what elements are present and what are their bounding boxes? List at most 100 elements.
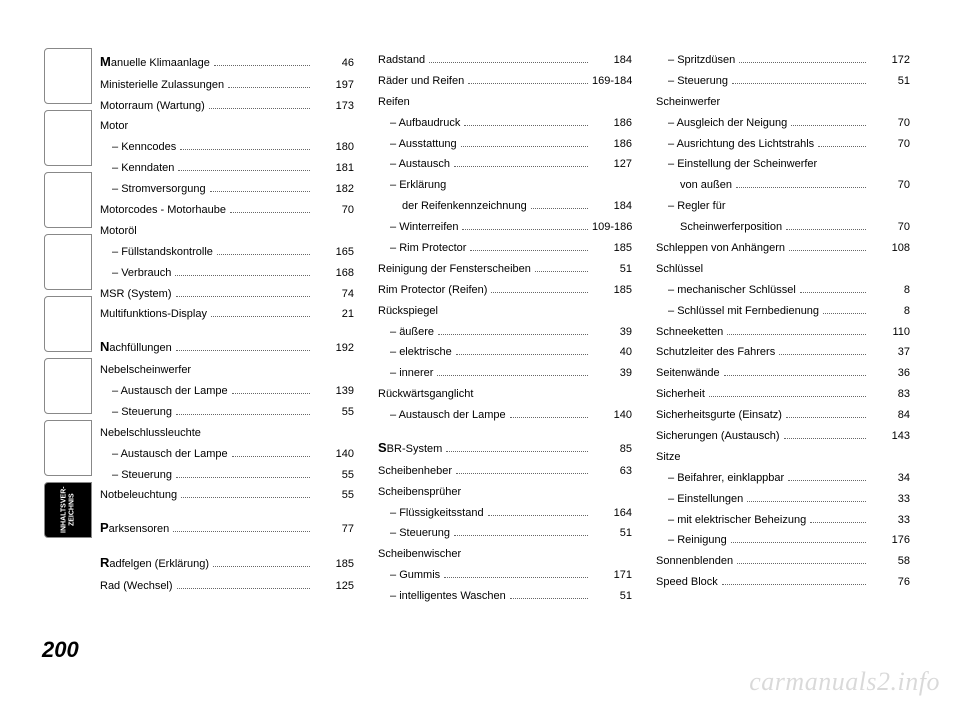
index-heading: Sitze — [656, 447, 910, 468]
side-tab-active[interactable]: INHALTSVER- ZEICHNIS — [44, 482, 92, 538]
index-entry: Manuelle Klimaanlage46 — [100, 50, 354, 75]
side-tab-label — [65, 75, 71, 76]
index-heading: Reifen — [378, 92, 632, 113]
index-subentry: Steuerung51 — [378, 523, 632, 544]
index-entry-label: Rad (Wechsel) — [100, 576, 173, 597]
index-leader-dots — [732, 83, 866, 84]
index-entry-label: Schutzleiter des Fahrers — [656, 342, 775, 363]
index-entry-label: MSR (System) — [100, 284, 172, 305]
index-entry-label: Scheibenheber — [378, 461, 452, 482]
index-entry-page: 85 — [592, 439, 632, 460]
index-entry-page: 110 — [870, 322, 910, 343]
index-entry-label: Aufbaudruck — [390, 113, 460, 134]
index-entry-label: Gummis — [390, 565, 440, 586]
index-leader-dots — [722, 584, 866, 585]
index-entry-label: Motorcodes - Motorhaube — [100, 200, 226, 221]
index-entry-page: 185 — [592, 238, 632, 259]
index-subentry: Einstellungen33 — [656, 489, 910, 510]
side-tab[interactable] — [44, 172, 92, 228]
index-entry-label: Manuelle Klimaanlage — [100, 50, 210, 75]
index-entry: Sonnenblenden58 — [656, 551, 910, 572]
index-subentry: Stromversorgung182 — [100, 179, 354, 200]
index-leader-dots — [456, 473, 588, 474]
index-leader-dots — [176, 477, 310, 478]
index-entry: Scheibenheber63 — [378, 461, 632, 482]
index-entry-page: 84 — [870, 405, 910, 426]
index-entry-label: Radstand — [378, 50, 425, 71]
index-entry-label: elektrische — [390, 342, 452, 363]
index-entry-page: 51 — [592, 586, 632, 607]
index-entry-page: 37 — [870, 342, 910, 363]
index-entry-label: Räder und Reifen — [378, 71, 464, 92]
index-leader-dots — [177, 588, 310, 589]
index-columns: Manuelle Klimaanlage46Ministerielle Zula… — [100, 50, 910, 607]
page-number: 200 — [42, 637, 79, 663]
index-leader-dots — [784, 438, 866, 439]
index-subentry-cont: Scheinwerferposition70 — [656, 217, 910, 238]
index-leader-dots — [709, 396, 866, 397]
index-entry-page: 8 — [870, 280, 910, 301]
index-entry-label: Speed Block — [656, 572, 718, 593]
index-entry: Speed Block 76 — [656, 572, 910, 593]
index-entry-label: Spritzdüsen — [668, 50, 735, 71]
index-entry-page: 39 — [592, 363, 632, 384]
index-leader-dots — [462, 229, 588, 230]
index-entry: Radfelgen (Erklärung)185 — [100, 551, 354, 576]
index-subentry: Steuerung51 — [656, 71, 910, 92]
index-leader-dots — [727, 334, 866, 335]
index-entry: Reinigung der Fensterscheiben51 — [378, 259, 632, 280]
side-tab[interactable] — [44, 296, 92, 352]
index-entry-page: 192 — [314, 338, 354, 359]
index-leader-dots — [491, 292, 588, 293]
side-tab[interactable] — [44, 234, 92, 290]
index-entry-label: Rim Protector — [390, 238, 466, 259]
index-entry-label: Sicherheitsgurte (Einsatz) — [656, 405, 782, 426]
index-heading: Nebelscheinwerfer — [100, 360, 354, 381]
index-subentry: Kenncodes180 — [100, 137, 354, 158]
side-tab[interactable] — [44, 48, 92, 104]
index-leader-dots — [810, 522, 866, 523]
index-leader-dots — [175, 275, 310, 276]
index-entry-label: Steuerung — [112, 465, 172, 486]
index-subentry: Austausch der Lampe139 — [100, 381, 354, 402]
index-entry-page: 70 — [870, 134, 910, 155]
index-leader-dots — [210, 191, 310, 192]
index-entry-page: 33 — [870, 489, 910, 510]
index-leader-dots — [468, 83, 588, 84]
index-entry-label: Sicherheit — [656, 384, 705, 405]
index-entry-page: 70 — [314, 200, 354, 221]
index-leader-dots — [461, 146, 588, 147]
index-entry-label: Verbrauch — [112, 263, 171, 284]
index-heading: Rückspiegel — [378, 301, 632, 322]
index-entry: MSR (System)74 — [100, 284, 354, 305]
index-entry-label: Einstellung der Scheinwerfer — [668, 154, 817, 175]
index-entry-page: 180 — [314, 137, 354, 158]
index-column: Spritzdüsen172Steuerung51ScheinwerferAus… — [656, 50, 910, 607]
index-entry-page: 55 — [314, 402, 354, 423]
index-entry-page: 76 — [870, 572, 910, 593]
index-leader-dots — [230, 212, 310, 213]
index-subentry: Beifahrer, einklappbar34 — [656, 468, 910, 489]
index-entry: Parksensoren77 — [100, 516, 354, 541]
index-leader-dots — [789, 250, 866, 251]
index-leader-dots — [731, 542, 866, 543]
side-tab[interactable] — [44, 110, 92, 166]
index-entry-page: 51 — [592, 259, 632, 280]
index-entry-page: 181 — [314, 158, 354, 179]
index-entry-page: 169-184 — [592, 71, 632, 92]
index-entry: Notbeleuchtung55 — [100, 485, 354, 506]
index-leader-dots — [178, 170, 310, 171]
index-entry-label: innerer — [390, 363, 433, 384]
index-leader-dots — [176, 296, 311, 297]
index-leader-dots — [211, 316, 310, 317]
index-entry-page: 168 — [314, 263, 354, 284]
index-entry-page: 185 — [592, 280, 632, 301]
side-tab[interactable] — [44, 358, 92, 414]
side-tab[interactable] — [44, 420, 92, 476]
index-entry-page: 127 — [592, 154, 632, 175]
index-entry-page: 109-186 — [592, 217, 632, 238]
index-heading: Rückwärtsganglicht — [378, 384, 632, 405]
index-leader-dots — [217, 254, 310, 255]
index-subentry: Aufbaudruck186 — [378, 113, 632, 134]
index-entry-page: 173 — [314, 96, 354, 117]
